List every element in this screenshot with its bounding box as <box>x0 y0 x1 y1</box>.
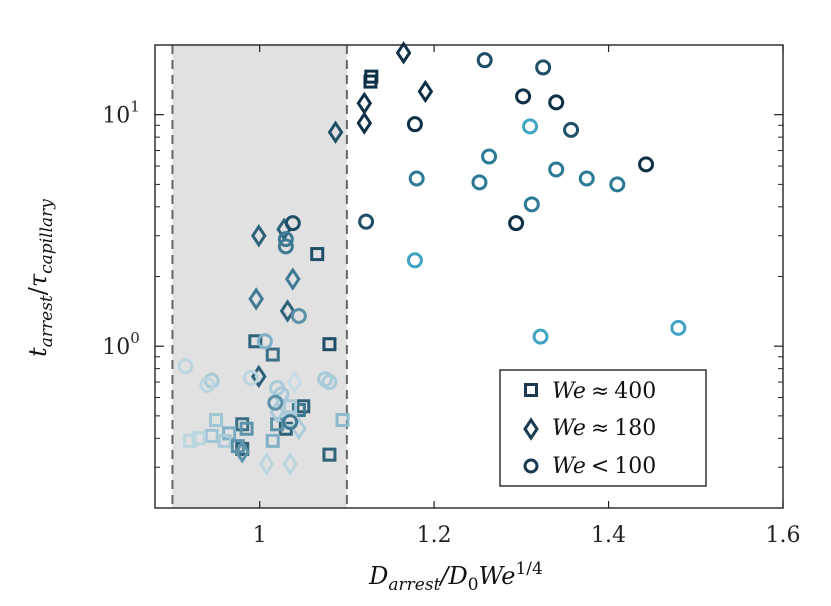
square-marker-point <box>217 433 232 448</box>
square-marker-point <box>291 403 306 418</box>
circle-marker-point <box>242 369 259 386</box>
legend-box <box>499 369 707 487</box>
legend-less-than-symbol: < <box>591 454 609 479</box>
square-marker-point <box>322 337 337 352</box>
circle-marker-point <box>476 52 493 69</box>
diamond-marker-point <box>279 299 296 323</box>
circle-marker-point <box>406 116 423 133</box>
legend-value: 180 <box>614 416 656 441</box>
square-marker-point <box>335 412 350 427</box>
circle-marker-point <box>256 333 273 350</box>
x-tick-label: 1.2 <box>417 523 452 548</box>
circle-marker-point <box>522 118 539 135</box>
legend-label-we-100: We <100 <box>552 454 656 479</box>
circle-marker-point <box>471 174 488 191</box>
legend-approx-symbol: ≈ <box>591 416 609 441</box>
legend-value: 400 <box>614 379 656 404</box>
circle-marker-point <box>532 328 549 345</box>
legend-square-marker <box>524 383 538 397</box>
legend-we-prefix: We <box>552 416 586 441</box>
data-points-layer <box>177 41 687 476</box>
diamond-marker-point <box>234 440 251 464</box>
circle-marker-point <box>358 213 375 230</box>
tick-labels-layer: 1 1.2 1.4 1.6 100 101 <box>102 98 800 548</box>
y-tick-label: 100 <box>102 329 140 360</box>
diamond-marker-point <box>285 267 301 291</box>
legend-approx-symbol: ≈ <box>591 379 609 404</box>
diamond-marker-point <box>248 287 264 311</box>
legend-circle-marker <box>523 458 539 474</box>
diamond-marker-point <box>282 452 298 476</box>
circle-marker-point <box>548 94 565 111</box>
diamond-marker-point <box>395 41 412 65</box>
x-tick-label: 1.4 <box>591 523 626 548</box>
square-marker-point <box>310 247 325 262</box>
circle-marker-point <box>290 308 307 325</box>
legend-we-prefix: We <box>552 379 586 404</box>
legend-label-we-180: We ≈180 <box>552 416 656 441</box>
y-tick-label: 101 <box>102 98 140 129</box>
circle-marker-point <box>199 376 216 393</box>
circle-marker-point <box>523 196 540 213</box>
circle-marker-point <box>609 176 626 193</box>
circle-marker-point <box>670 319 687 336</box>
square-marker-point <box>239 421 254 436</box>
square-marker-point <box>209 412 224 427</box>
square-marker-point <box>265 433 280 448</box>
legend: We ≈400 We ≈180 We <100 <box>499 369 707 487</box>
circle-marker-point <box>535 59 552 76</box>
circle-marker-point <box>408 170 425 187</box>
x-tick-label: 1 <box>253 523 267 548</box>
legend-diamond-marker <box>523 417 539 441</box>
axes-layer <box>154 44 784 509</box>
legend-label-we-400: We ≈400 <box>552 379 656 404</box>
circle-marker-point <box>282 414 299 431</box>
circle-marker-point <box>267 394 284 411</box>
shaded-region <box>172 45 347 508</box>
legend-value: 100 <box>614 454 656 479</box>
diamond-marker-point <box>356 111 373 135</box>
diamond-marker-point <box>286 370 303 394</box>
circle-marker-point <box>406 252 423 269</box>
legend-we-prefix: We <box>552 454 586 479</box>
diamond-marker-point <box>417 79 434 104</box>
square-marker-point <box>182 433 197 448</box>
square-marker-point <box>248 334 263 349</box>
square-marker-point <box>191 431 206 446</box>
circle-marker-point <box>321 374 338 391</box>
square-marker-point <box>204 428 219 443</box>
circle-marker-point <box>548 161 565 178</box>
circle-marker-point <box>481 148 498 165</box>
circle-marker-point <box>277 238 294 255</box>
x-tick-label: 1.6 <box>766 523 801 548</box>
circle-marker-point <box>563 121 580 138</box>
square-marker-point <box>265 347 280 362</box>
square-marker-point <box>322 447 337 462</box>
circle-marker-point <box>508 215 525 232</box>
square-marker-point <box>283 399 298 414</box>
circle-marker-point <box>203 372 220 389</box>
circle-marker-point <box>578 170 595 187</box>
circle-marker-point <box>177 358 194 375</box>
circle-marker-point <box>284 215 301 232</box>
diamond-marker-point <box>250 224 267 248</box>
circle-marker-point <box>638 156 655 173</box>
shaded-region-layer <box>171 45 348 508</box>
square-marker-point <box>363 74 378 89</box>
diamond-marker-point <box>258 452 275 476</box>
circle-marker-point <box>515 88 532 105</box>
diamond-marker-point <box>327 120 344 144</box>
circle-marker-point <box>277 231 294 248</box>
